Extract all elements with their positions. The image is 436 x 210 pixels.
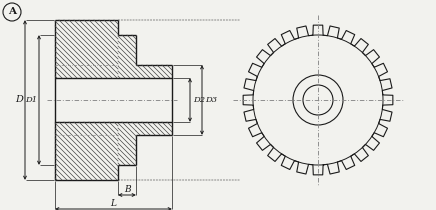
Text: D1: D1 (25, 96, 37, 104)
Text: A: A (8, 8, 16, 17)
Text: D2: D2 (193, 96, 205, 104)
Text: L: L (110, 198, 116, 207)
Text: D3: D3 (205, 96, 217, 104)
Text: D: D (15, 96, 23, 105)
Text: B: B (124, 185, 130, 193)
